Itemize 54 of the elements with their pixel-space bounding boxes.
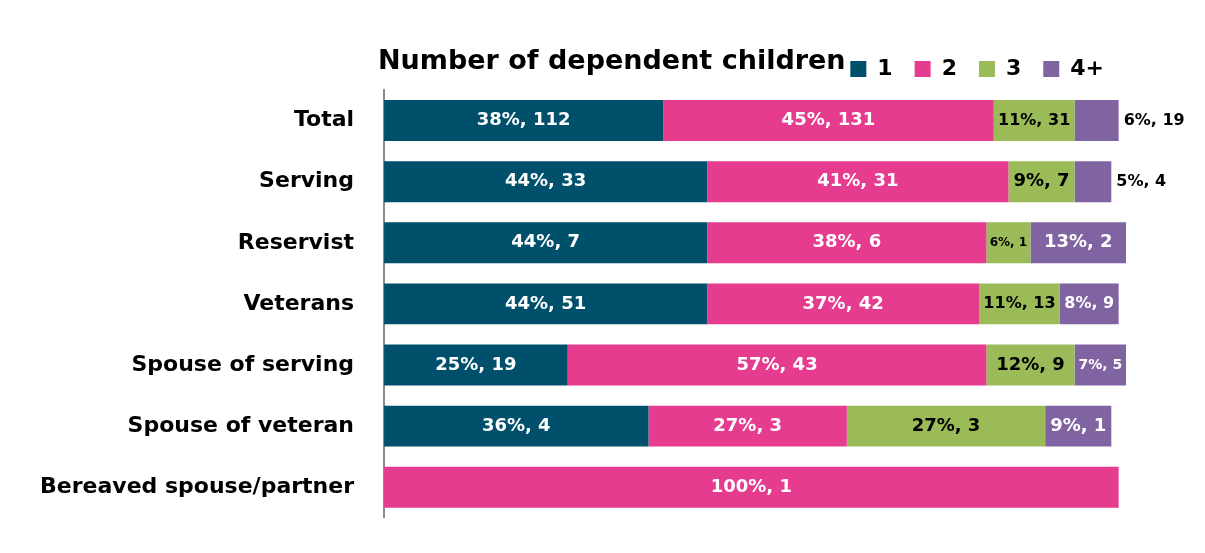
y-tick-label: Veterans [243,289,355,315]
legend-label: 3 [1005,54,1022,80]
data-label: 9%, 1 [1050,413,1107,435]
bar [1074,100,1119,142]
y-tick-label: Reservist [237,228,355,254]
data-label: 11%, 13 [983,293,1056,313]
bar [384,405,649,447]
data-label: 37%, 42 [802,291,884,313]
bar [663,100,994,142]
bar [384,222,708,264]
bar [707,222,987,264]
data-label: 12%, 9 [996,352,1065,374]
y-tick-label: Total [293,106,355,132]
data-label: 38%, 112 [476,108,571,130]
bar [384,161,708,203]
y-tick-label: Serving [259,167,355,193]
bar [384,100,664,142]
legend-label: 2 [941,54,957,80]
data-label: 13%, 2 [1043,230,1113,252]
data-label: 100%, 1 [710,474,792,496]
data-label: 36%, 4 [481,413,551,435]
bar [648,405,847,447]
data-label: 45%, 131 [781,108,876,130]
data-label: 44%, 33 [505,169,587,191]
data-label: 38%, 6 [812,230,882,252]
legend-label: 1 [877,54,893,80]
bar [707,283,980,325]
bar [707,161,1009,203]
bar [1074,161,1112,203]
data-label: 11%, 31 [998,109,1071,129]
y-tick-label: Spouse of serving [131,350,355,376]
data-label: 7%, 5 [1078,355,1123,372]
bar [384,283,708,325]
data-label: 27%, 3 [713,413,783,435]
data-label: 41%, 31 [817,169,899,191]
data-label: 57%, 43 [736,352,818,374]
legend-label: 4+ [1070,54,1105,80]
data-label: 44%, 51 [505,291,587,313]
data-label: 27%, 3 [911,413,981,435]
y-tick-label: Spouse of veteran [127,411,355,437]
bar [567,344,987,386]
data-label: 9%, 7 [1013,169,1070,191]
y-tick-label: Bereaved spouse/partner [39,472,355,498]
bar [986,222,1031,264]
bar [384,344,568,386]
data-label: 5%, 4 [1116,170,1167,190]
data-label: 8%, 9 [1064,293,1115,313]
data-label: 44%, 7 [511,230,581,252]
data-label: 25%, 19 [435,352,517,374]
chart-title: Number of dependent children [378,44,846,75]
bar [384,466,1119,508]
data-label: 6%, 1 [989,234,1028,249]
bar [846,405,1046,447]
data-label: 6%, 19 [1123,109,1185,129]
